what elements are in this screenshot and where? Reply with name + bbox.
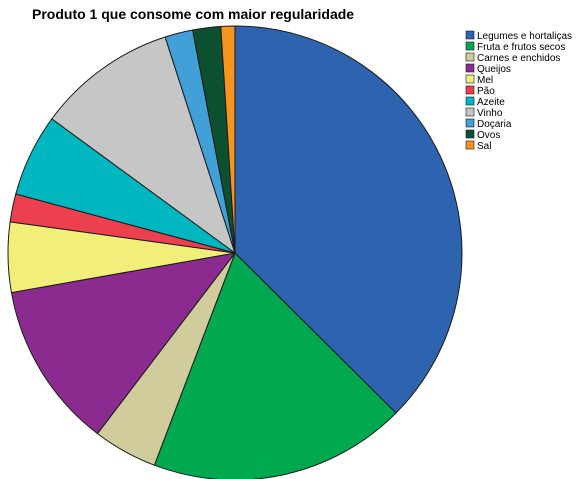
legend-label-legumes-e-hortalicas: Legumes e hortaliças xyxy=(477,31,572,42)
legend-swatch-pao xyxy=(465,85,475,95)
pie-slice-queijos xyxy=(10,252,237,435)
legend-swatch-fruta-e-frutos-secos xyxy=(465,41,475,51)
legend-label-queijos: Queijos xyxy=(477,64,511,75)
legend-label-carnes-e-enchidos: Carnes e enchidos xyxy=(477,53,560,64)
legend-swatch-carnes-e-enchidos xyxy=(465,52,475,62)
pie-slice-fruta-e-frutos-secos xyxy=(153,252,397,479)
legend-label-sal: Sal xyxy=(477,141,491,152)
pie-slices xyxy=(7,25,463,479)
legend-swatch-legumes-e-hortalicas xyxy=(465,30,475,40)
legend-label-docaria: Doçaria xyxy=(477,119,512,130)
legend-swatch-vinho xyxy=(465,107,475,117)
legend-swatch-mel xyxy=(465,74,475,84)
legend-swatch-azeite xyxy=(465,96,475,106)
pie-slice-vinho xyxy=(51,36,236,255)
pie-slice-sal xyxy=(220,25,236,254)
chart-title: Produto 1 que consome com maior regulari… xyxy=(32,6,354,22)
pie-slice-legumes-e-hortalicas xyxy=(234,25,463,414)
legend-label-vinho: Vinho xyxy=(477,108,503,119)
legend-swatch-queijos xyxy=(465,63,475,73)
legend-swatch-sal xyxy=(465,140,475,150)
legend-label-fruta-e-frutos-secos: Fruta e frutos secos xyxy=(477,42,565,53)
legend-swatch-docaria xyxy=(465,118,475,128)
legend-label-ovos: Ovos xyxy=(477,130,500,141)
legend-label-mel: Mel xyxy=(477,75,493,86)
legend-label-pao: Pão xyxy=(477,86,495,97)
legend-swatch-ovos xyxy=(465,129,475,139)
legend-label-azeite: Azeite xyxy=(477,97,505,108)
